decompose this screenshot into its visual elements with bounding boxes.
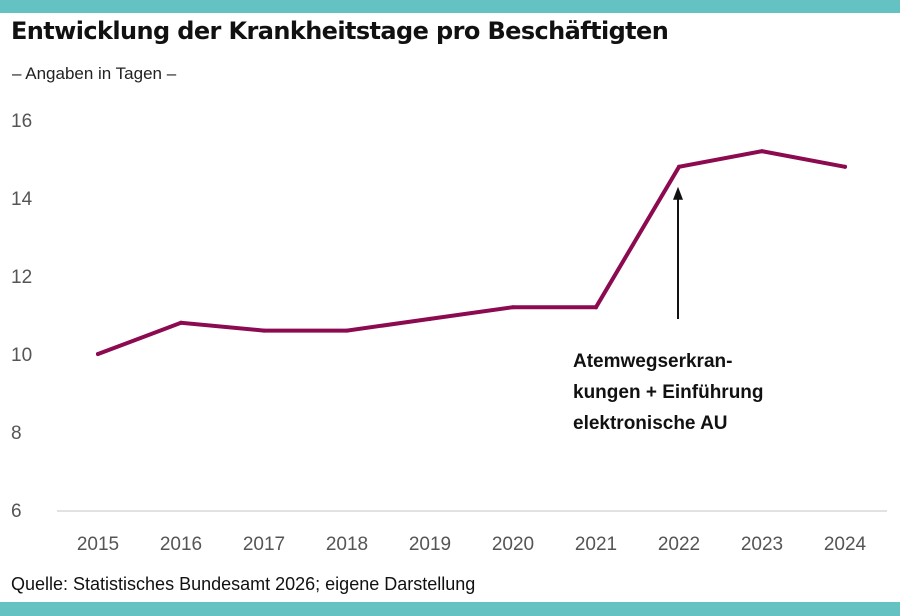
y-tick-label: 8 [11,423,22,444]
data-point [511,305,515,310]
x-tick-label: 2015 [77,534,119,555]
data-point [428,316,432,321]
annotation-line: Atemwegserkran- [573,351,732,372]
x-tick-label: 2016 [160,534,202,555]
annotation-line: kungen + Einführung [573,382,764,403]
data-point [677,164,681,169]
y-tick-label: 16 [11,111,32,132]
x-tick-label: 2018 [326,534,368,555]
chart-subtitle: – Angaben in Tagen – [12,64,177,83]
x-tick-label: 2022 [658,534,700,555]
y-tick-label: 14 [11,189,33,210]
x-tick-label: 2020 [492,534,534,555]
data-point [345,328,349,333]
x-tick-label: 2021 [575,534,617,555]
y-tick-label: 12 [11,267,32,288]
y-tick-label: 6 [11,501,22,522]
series-line [96,149,847,356]
annotation-arrow-head [673,186,683,200]
source-note: Quelle: Statistisches Bundesamt 2026; ei… [11,574,476,594]
data-point [179,320,183,325]
top-accent-bar [0,0,900,13]
x-tick-label: 2019 [409,534,451,555]
annotation-line: elektronische AU [573,413,728,434]
data-point [262,328,266,333]
data-point [96,352,100,356]
chart-title: Entwicklung der Krankheitstage pro Besch… [11,17,669,45]
y-tick-label: 10 [11,345,32,366]
bottom-accent-bar [0,602,900,616]
x-tick-label: 2023 [741,534,783,555]
data-point [843,164,847,169]
y-axis: 6 8 10 12 14 16 [11,111,33,522]
x-axis: 2015 2016 2017 2018 2019 2020 2021 2022 2023 2024 [77,534,867,555]
annotation-text: Atemwegserkran-kungen + Einführung elektr… [573,351,764,434]
x-tick-label: 2024 [824,534,867,555]
x-tick-label: 2017 [243,534,285,555]
data-point [760,149,764,154]
annotation: Atemwegserkran-kungen + Einführung elektr… [573,186,764,434]
data-point [594,305,598,310]
